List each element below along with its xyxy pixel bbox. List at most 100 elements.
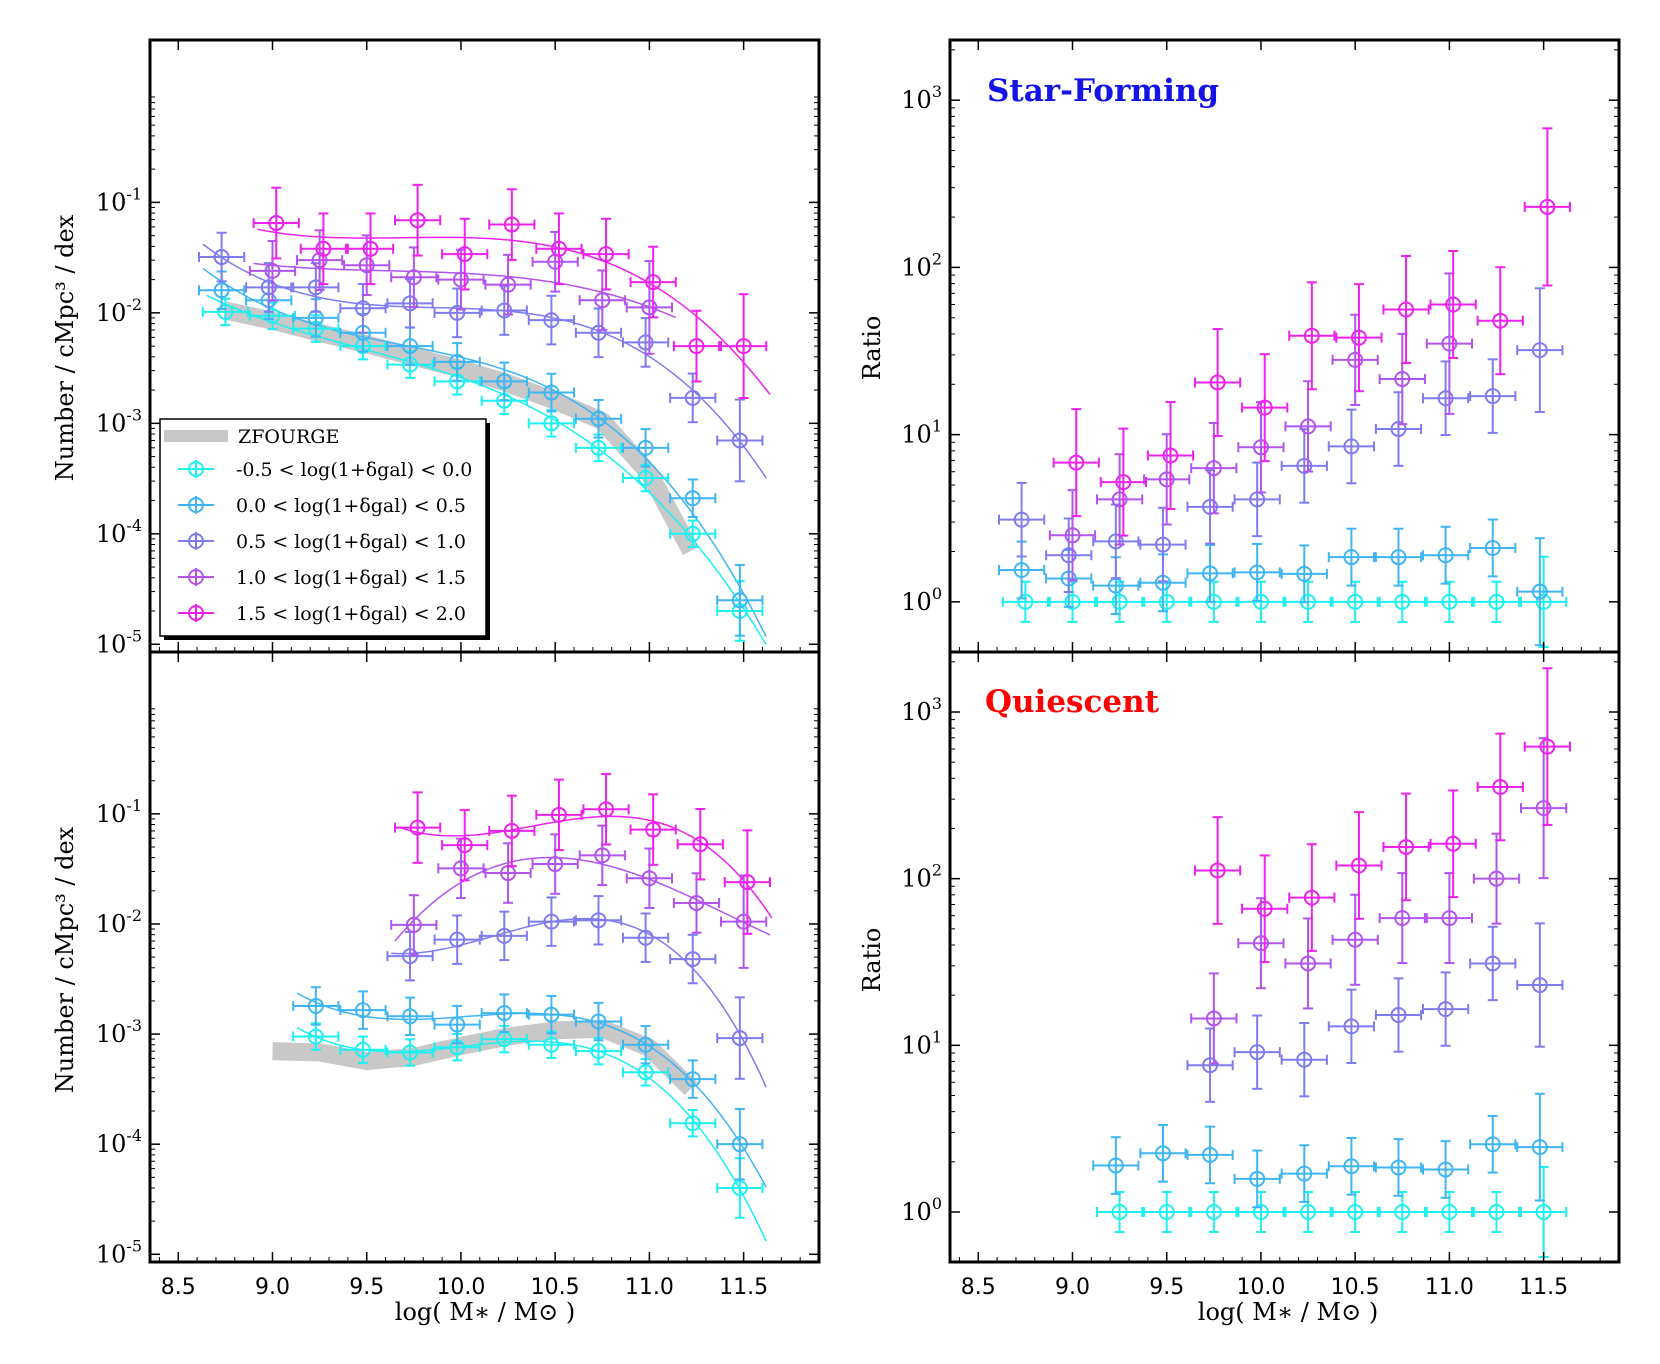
title-quiescent: Quiescent [985, 684, 1160, 720]
sf-ratio-point-s4-1 [1101, 429, 1146, 536]
sf-smf-point-s2-3 [340, 284, 385, 333]
q-ratio-point-s2-0 [1187, 1029, 1232, 1102]
sf-ratio-point-s1-4 [1187, 545, 1232, 602]
q-smf-point-s3-4 [580, 826, 625, 885]
q-ratio-point-s1-9 [1517, 1094, 1562, 1201]
q-smf-point-s4-3 [536, 780, 581, 850]
sf-ratio-y-tick-label: 102 [901, 249, 942, 281]
sf-ratio-point-s0-7 [1333, 582, 1378, 622]
q-ratio-point-s0-0 [1097, 1192, 1142, 1232]
q-smf-point-s4-4 [583, 774, 628, 844]
sf-ratio-point-s0-0 [1003, 582, 1048, 622]
q-ratio-point-s1-3 [1235, 1151, 1280, 1208]
q-smf-y-tick-label: 10-1 [96, 796, 142, 828]
sf-ratio-point-s4-2 [1148, 402, 1193, 509]
q-ratio-y-tick-label: 100 [901, 1194, 942, 1226]
q-smf-point-s4-6 [678, 809, 723, 879]
q-ratio-x-tick-label: 10.5 [1331, 1275, 1380, 1300]
sf-smf-point-s2-9 [623, 318, 668, 367]
sf-ratio-point-s1-5 [1235, 544, 1280, 601]
q-smf-point-s1-0 [293, 987, 338, 1024]
q-smf-fit-curve-2 [391, 919, 766, 1088]
q-smf-point-s3-6 [674, 873, 719, 932]
sf-ratio-y-tick-label: 100 [901, 584, 942, 616]
q-ratio-point-s2-6 [1470, 927, 1515, 1000]
sf-ratio-frame [950, 40, 1619, 652]
q-ratio-point-s4-2 [1289, 844, 1334, 951]
sf-smf-point-s2-11 [717, 400, 762, 482]
q-ratio-frame [950, 652, 1619, 1262]
sf-ratio-point-s3-4 [1238, 402, 1283, 492]
sf-ratio-point-s2-5 [1235, 463, 1280, 537]
sf-smf-point-s4-6 [536, 213, 581, 284]
q-ratio-point-s3-0 [1191, 973, 1236, 1063]
sf-smf-point-s2-0 [199, 233, 244, 282]
q-smf-point-s2-5 [623, 914, 668, 962]
q-ratio-point-s0-3 [1238, 1192, 1283, 1232]
q-smf-point-s2-6 [670, 935, 715, 983]
sf-smf-point-s4-9 [674, 311, 719, 382]
q-ratio-point-s4-0 [1195, 817, 1240, 924]
sf-ratio-point-s2-10 [1470, 359, 1515, 433]
q-smf-point-s4-0 [395, 792, 440, 862]
q-smf-point-s3-1 [438, 839, 483, 898]
y-axis-label-bottom-left: Number / cMpc³ / dex [51, 826, 79, 1093]
q-ratio-point-s3-7 [1521, 738, 1566, 878]
q-ratio-point-s3-2 [1285, 918, 1330, 1008]
sf-smf-point-s3-2 [344, 235, 389, 295]
q-ratio-point-s1-6 [1376, 1139, 1421, 1196]
legend-label-3: 1.0 < log(1+δgal) < 1.5 [236, 567, 466, 589]
sf-smf-point-s2-7 [529, 296, 574, 345]
q-smf-point-s3-3 [533, 834, 578, 893]
q-ratio-point-s1-2 [1187, 1127, 1232, 1184]
q-smf-point-s0-8 [670, 1110, 715, 1136]
sf-ratio-point-s3-8 [1427, 273, 1472, 413]
q-smf-point-s3-7 [721, 875, 766, 967]
sf-smf-point-s3-0 [250, 241, 295, 301]
q-ratio-point-s3-4 [1380, 873, 1425, 963]
sf-ratio-point-s0-11 [1521, 557, 1566, 647]
sf-ratio-panel: 100101102103 Star-Forming [901, 40, 1619, 652]
sf-smf-point-s4-7 [583, 219, 628, 290]
sf-smf-point-s3-4 [438, 250, 483, 310]
sf-ratio-point-s0-5 [1238, 582, 1283, 622]
q-ratio-point-s0-2 [1191, 1192, 1236, 1232]
q-ratio-point-s2-5 [1423, 972, 1468, 1045]
q-smf-frame [150, 652, 819, 1262]
sf-ratio-point-s4-10 [1525, 128, 1570, 285]
q-ratio-point-s0-1 [1144, 1192, 1189, 1232]
q-ratio-y-tick-label: 102 [901, 861, 942, 893]
q-ratio-point-s1-1 [1140, 1125, 1185, 1182]
q-smf-point-s1-1 [340, 991, 385, 1028]
q-ratio-y-tick-label: 103 [901, 694, 942, 726]
sf-ratio-point-s4-6 [1336, 284, 1381, 391]
q-smf-fit-curve-3 [395, 858, 770, 942]
q-ratio-point-s0-5 [1333, 1192, 1378, 1232]
q-smf-point-s4-5 [631, 794, 676, 864]
sf-ratio-point-s1-6 [1282, 545, 1327, 602]
sf-ratio-point-s1-9 [1423, 527, 1468, 584]
legend-label-0: -0.5 < log(1+δgal) < 0.0 [236, 459, 472, 481]
sf-ratio-point-s2-7 [1329, 410, 1374, 484]
q-smf-point-s4-2 [489, 796, 534, 866]
sf-ratio-point-s0-10 [1474, 582, 1519, 622]
legend-zfourge-label: ZFOURGE [238, 426, 339, 448]
sf-ratio-point-s2-3 [1140, 508, 1185, 582]
sf-ratio-point-s4-7 [1383, 256, 1428, 363]
sf-ratio-point-s0-2 [1097, 582, 1142, 622]
sf-ratio-point-s3-5 [1285, 381, 1330, 471]
q-smf-x-tick-label: 11.5 [719, 1275, 768, 1300]
sf-smf-y-tick-label: 10-1 [96, 184, 142, 216]
sf-ratio-point-s1-10 [1470, 520, 1515, 577]
q-smf-point-s4-1 [442, 810, 487, 880]
q-ratio-point-s1-5 [1329, 1138, 1374, 1195]
q-ratio-point-s3-6 [1474, 834, 1519, 924]
q-ratio-point-s4-4 [1383, 794, 1428, 901]
q-ratio-point-s4-5 [1431, 790, 1476, 897]
sf-ratio-point-s2-9 [1423, 361, 1468, 435]
q-ratio-point-s1-8 [1470, 1116, 1515, 1173]
q-ratio-point-s2-2 [1282, 1023, 1327, 1096]
q-ratio-point-s0-6 [1380, 1192, 1425, 1232]
sf-ratio-point-s1-7 [1329, 529, 1374, 586]
sf-ratio-point-s4-5 [1289, 282, 1334, 389]
